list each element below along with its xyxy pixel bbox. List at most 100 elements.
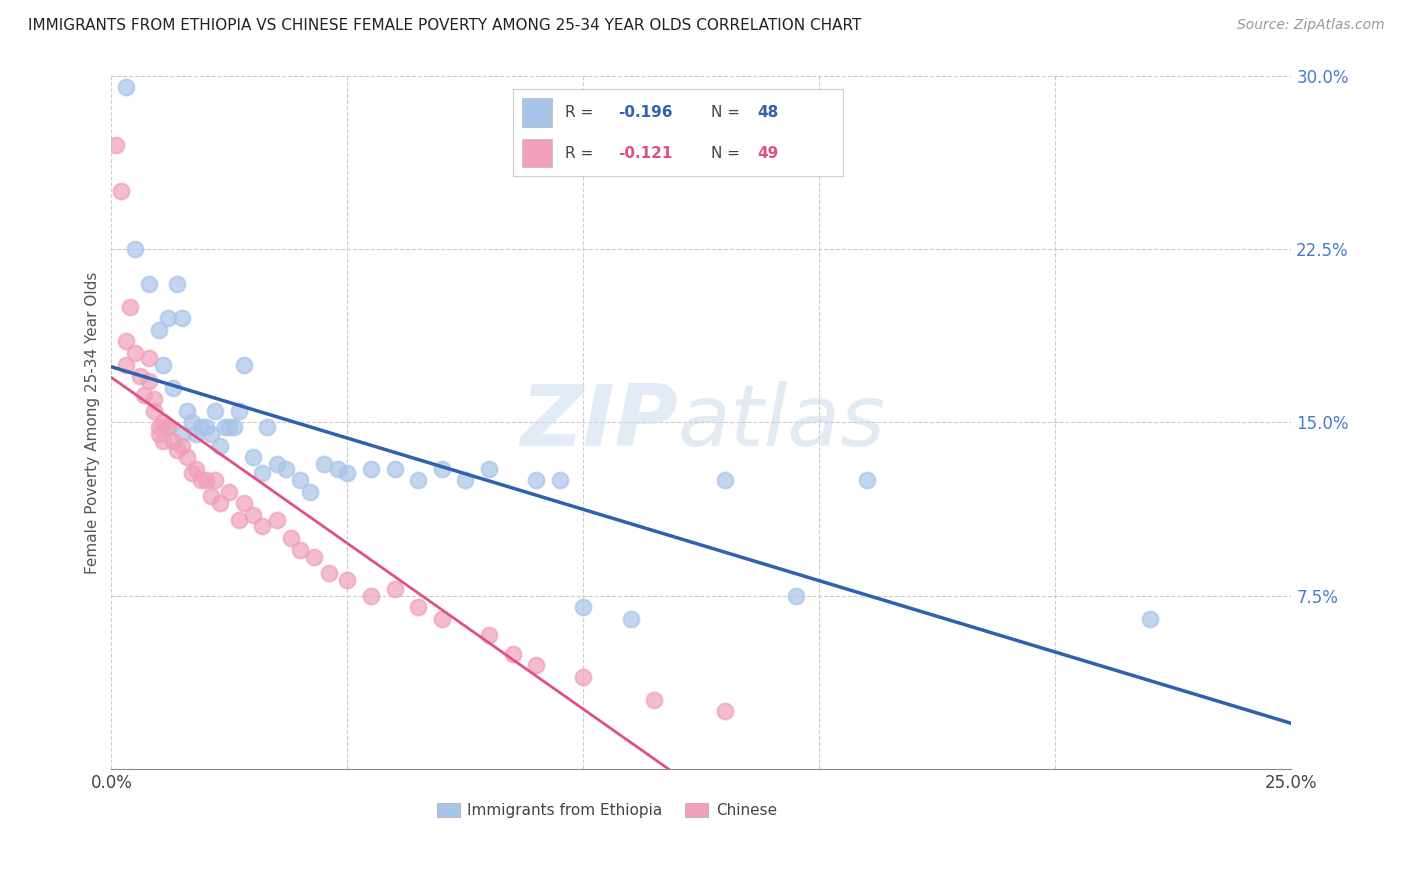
Point (242, 450, 264, 464)
Point (124, 346, 146, 360)
Point (162, 434, 184, 448)
Point (152, 434, 174, 448)
Point (548, 473, 571, 487)
Point (785, 589, 807, 603)
Point (266, 457, 288, 471)
Point (148, 427, 170, 442)
Point (124, 242, 146, 256)
Point (204, 404, 226, 418)
Point (360, 461, 382, 475)
Point (228, 404, 250, 418)
Point (114, 334, 136, 349)
Point (224, 420, 246, 434)
Point (162, 381, 184, 395)
Point (454, 473, 477, 487)
Point (502, 647, 524, 661)
Point (208, 438, 231, 452)
Point (290, 473, 312, 487)
Point (148, 323, 170, 337)
Point (148, 420, 170, 434)
Point (430, 461, 453, 475)
Point (619, 612, 641, 626)
Point (274, 461, 297, 475)
Point (157, 311, 180, 326)
Point (304, 549, 326, 564)
Point (478, 628, 501, 642)
Point (204, 473, 226, 487)
Point (157, 420, 180, 434)
Point (138, 374, 160, 388)
Point (232, 496, 254, 510)
Point (572, 670, 595, 684)
Point (142, 404, 165, 418)
Point (176, 450, 198, 464)
Y-axis label: Female Poverty Among 25-34 Year Olds: Female Poverty Among 25-34 Year Olds (86, 271, 100, 574)
Point (142, 392, 165, 407)
Point (176, 404, 198, 418)
Point (252, 519, 274, 533)
Point (200, 427, 222, 442)
Point (186, 461, 208, 475)
Point (214, 420, 236, 434)
Point (172, 311, 194, 326)
Point (172, 427, 194, 442)
Point (152, 416, 174, 430)
Point (138, 277, 160, 291)
Text: ZIP: ZIP (520, 381, 678, 464)
Point (194, 420, 217, 434)
Point (228, 512, 250, 526)
Point (120, 300, 142, 314)
Point (384, 461, 406, 475)
Point (256, 420, 278, 434)
Point (336, 573, 359, 587)
Legend: Immigrants from Ethiopia, Chinese: Immigrants from Ethiopia, Chinese (430, 797, 783, 824)
Point (166, 277, 188, 291)
Point (252, 467, 274, 481)
Point (290, 542, 312, 557)
Point (180, 416, 202, 430)
Point (298, 484, 321, 499)
Point (218, 484, 240, 499)
Point (643, 693, 665, 707)
Point (478, 461, 501, 475)
Point (110, 184, 132, 198)
Point (855, 473, 877, 487)
Point (406, 473, 429, 487)
Point (114, 358, 136, 372)
Point (134, 387, 156, 401)
Point (114, 80, 136, 95)
Point (200, 490, 222, 504)
Point (194, 473, 217, 487)
Point (430, 612, 453, 626)
Text: Source: ZipAtlas.com: Source: ZipAtlas.com (1237, 18, 1385, 32)
Point (186, 427, 208, 442)
Point (208, 496, 231, 510)
Point (336, 467, 359, 481)
Point (572, 600, 595, 615)
Point (318, 566, 340, 580)
Point (172, 438, 194, 452)
Point (242, 508, 264, 522)
Point (138, 351, 160, 365)
Point (128, 369, 150, 384)
Point (1139, 612, 1161, 626)
Point (524, 658, 547, 673)
Point (360, 589, 382, 603)
Point (152, 358, 174, 372)
Point (166, 443, 188, 458)
Point (266, 512, 288, 526)
Point (190, 473, 212, 487)
Point (218, 420, 240, 434)
Point (384, 582, 406, 596)
Point (406, 600, 429, 615)
Text: IMMIGRANTS FROM ETHIOPIA VS CHINESE FEMALE POVERTY AMONG 25-34 YEAR OLDS CORRELA: IMMIGRANTS FROM ETHIOPIA VS CHINESE FEMA… (28, 18, 862, 33)
Point (312, 457, 335, 471)
Point (524, 473, 547, 487)
Point (157, 420, 180, 434)
Point (180, 467, 202, 481)
Point (232, 358, 254, 372)
Point (105, 137, 128, 152)
Point (280, 531, 302, 545)
Point (190, 420, 212, 434)
Point (714, 705, 737, 719)
